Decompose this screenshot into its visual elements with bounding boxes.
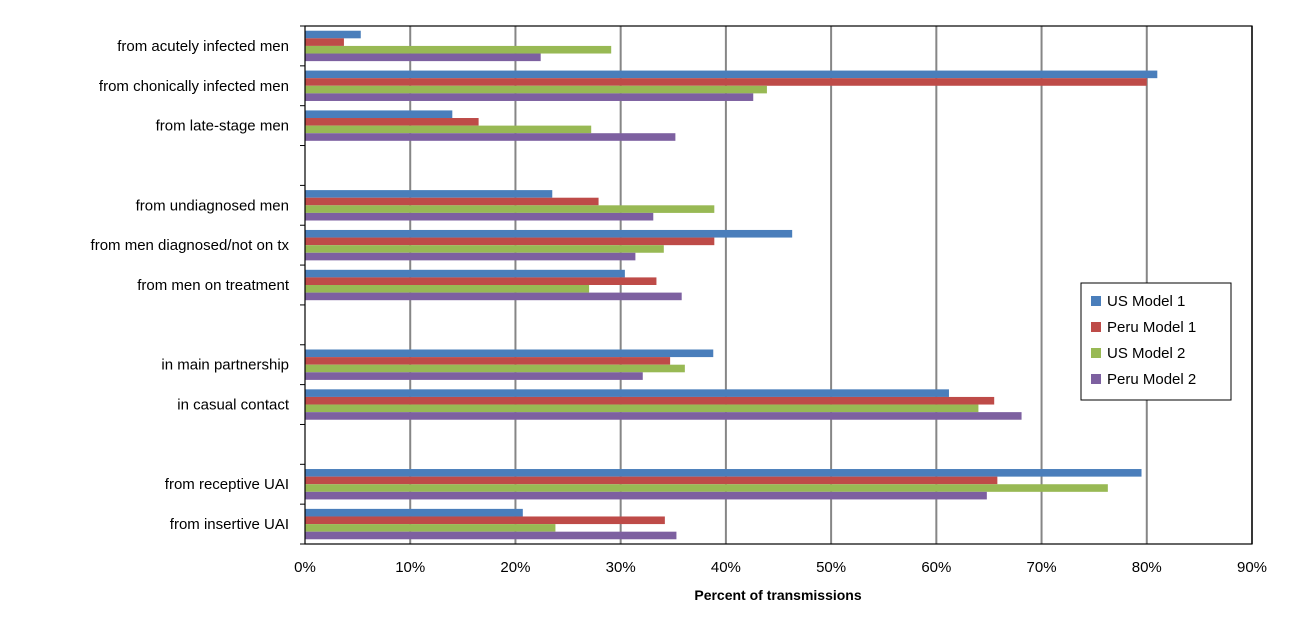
bar-us-model-1: [305, 349, 714, 358]
bar-peru-model-1: [305, 396, 995, 405]
legend-label: US Model 1: [1107, 293, 1185, 310]
x-tick-label: 10%: [395, 559, 425, 576]
category-label: from acutely infected men: [117, 38, 289, 55]
bar-peru-model-1: [305, 357, 671, 365]
bar-peru-model-1: [305, 78, 1147, 86]
bars: [305, 30, 1158, 540]
bar-us-model-2: [305, 125, 592, 134]
category-labels: from acutely infected men from chonically…: [91, 25, 305, 545]
x-tick-label: 0%: [294, 559, 316, 576]
bar-us-model-1: [305, 508, 523, 517]
legend-swatch: [1091, 322, 1101, 332]
legend-label: Peru Model 1: [1107, 319, 1196, 336]
x-tick-label: 40%: [711, 559, 741, 576]
bar-peru-model-2: [305, 531, 677, 540]
bar-peru-model-1: [305, 237, 715, 246]
bar-us-model-1: [305, 269, 625, 278]
legend-swatch: [1091, 348, 1101, 358]
category-label: in casual contact: [177, 397, 290, 414]
category-label: in main partnership: [161, 357, 289, 374]
bar-us-model-1: [305, 70, 1158, 79]
bar-us-model-1: [305, 190, 553, 198]
bar-peru-model-1: [305, 38, 344, 46]
x-tick-label: 60%: [921, 559, 951, 576]
category-label: from receptive UAI: [165, 476, 289, 493]
bar-us-model-1: [305, 110, 453, 119]
bar-peru-model-1: [305, 197, 599, 206]
x-tick-labels: 0% 10% 20% 30% 40% 50% 60% 70% 80% 90%: [294, 559, 1267, 576]
plot-border: [304, 25, 1253, 545]
bar-peru-model-2: [305, 412, 1022, 420]
bar-peru-model-1: [305, 516, 665, 525]
bar-us-model-2: [305, 85, 767, 94]
bar-peru-model-2: [305, 53, 541, 62]
bar-peru-model-2: [305, 133, 676, 141]
legend-label: Peru Model 2: [1107, 371, 1196, 388]
bar-peru-model-2: [305, 372, 643, 380]
bar-peru-model-2: [305, 292, 682, 301]
bar-us-model-2: [305, 404, 979, 413]
bar-us-model-2: [305, 285, 590, 293]
bar-us-model-2: [305, 484, 1108, 492]
category-label: from late-stage men: [156, 118, 289, 135]
bar-peru-model-2: [305, 212, 654, 221]
category-label: from insertive UAI: [170, 516, 289, 533]
bar-peru-model-1: [305, 476, 998, 485]
legend-swatch: [1091, 374, 1101, 384]
bar-peru-model-2: [305, 491, 987, 500]
legend: US Model 1 Peru Model 1 US Model 2 Peru Mod…: [1080, 282, 1232, 401]
legend-box: [1080, 282, 1232, 401]
bar-peru-model-2: [305, 93, 754, 101]
bar-us-model-2: [305, 205, 715, 213]
x-tick-label: 90%: [1237, 559, 1267, 576]
bar-us-model-2: [305, 524, 556, 532]
legend-swatch: [1091, 296, 1101, 306]
bar-us-model-1: [305, 229, 793, 238]
bar-us-model-2: [305, 45, 612, 54]
bar-peru-model-2: [305, 252, 636, 261]
legend-label: US Model 2: [1107, 345, 1185, 362]
category-label: from chonically infected men: [99, 78, 289, 95]
bar-us-model-2: [305, 364, 685, 373]
x-tick-label: 80%: [1132, 559, 1162, 576]
bar-peru-model-1: [305, 118, 479, 126]
category-label: from men diagnosed/not on tx: [91, 237, 290, 254]
bar-us-model-2: [305, 245, 664, 253]
bar-us-model-1: [305, 389, 949, 397]
x-tick-label: 20%: [500, 559, 530, 576]
x-tick-label: 30%: [606, 559, 636, 576]
category-label: from men on treatment: [137, 277, 290, 294]
x-axis-title: Percent of transmissions: [694, 587, 861, 603]
category-label: from undiagnosed men: [136, 197, 289, 214]
x-tick-label: 50%: [816, 559, 846, 576]
x-tick-label: 70%: [1027, 559, 1057, 576]
bar-us-model-1: [305, 30, 361, 39]
bar-peru-model-1: [305, 277, 657, 285]
bar-us-model-1: [305, 469, 1142, 477]
